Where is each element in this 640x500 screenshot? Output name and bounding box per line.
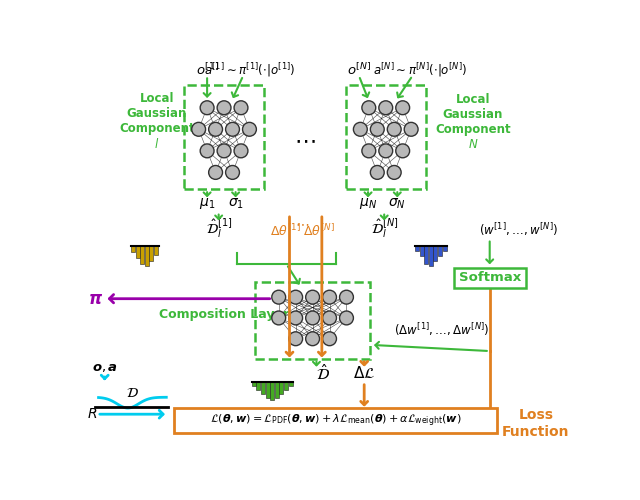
Text: $\mathcal{D}$: $\mathcal{D}$ (126, 386, 139, 400)
Circle shape (209, 122, 223, 136)
Text: $\hat{\mathcal{D}}$: $\hat{\mathcal{D}}$ (316, 364, 330, 384)
Circle shape (323, 311, 337, 325)
Circle shape (353, 122, 367, 136)
Text: $(\Delta w^{[1]},\ldots,\Delta w^{[N]})$: $(\Delta w^{[1]},\ldots,\Delta w^{[N]})$ (394, 321, 490, 338)
Circle shape (225, 122, 239, 136)
Bar (424, 246, 428, 264)
Circle shape (234, 101, 248, 114)
Text: $o^{[1]}$: $o^{[1]}$ (196, 62, 219, 78)
Circle shape (387, 122, 401, 136)
Bar (145, 246, 148, 266)
Text: $\Delta\mathcal{L}$: $\Delta\mathcal{L}$ (353, 366, 375, 381)
Bar (252, 382, 256, 386)
Circle shape (217, 144, 231, 158)
Bar (289, 382, 292, 386)
Text: $\hat{\mathcal{D}}_l^{[N]}$: $\hat{\mathcal{D}}_l^{[N]}$ (371, 216, 398, 240)
Bar (270, 382, 275, 400)
Bar (257, 382, 260, 390)
Text: $\boldsymbol{o}, \boldsymbol{a}$: $\boldsymbol{o}, \boldsymbol{a}$ (92, 362, 118, 374)
Text: $\sigma_1$: $\sigma_1$ (228, 197, 244, 211)
Bar (280, 382, 284, 394)
Circle shape (340, 311, 353, 325)
Text: $\cdots$: $\cdots$ (294, 130, 316, 150)
Circle shape (225, 166, 239, 179)
Circle shape (404, 122, 418, 136)
Text: Loss
Function: Loss Function (502, 408, 570, 438)
Text: $\boldsymbol{\pi}$: $\boldsymbol{\pi}$ (88, 290, 103, 308)
Text: $\mu_1$: $\mu_1$ (199, 196, 215, 212)
Bar (261, 382, 265, 394)
Circle shape (371, 122, 384, 136)
Circle shape (243, 122, 257, 136)
Text: Composition Layer: Composition Layer (159, 308, 289, 320)
Bar (443, 246, 447, 252)
Bar (438, 246, 442, 256)
Bar (420, 246, 424, 256)
Text: $R$: $R$ (87, 407, 97, 421)
Circle shape (289, 332, 303, 345)
FancyBboxPatch shape (454, 268, 526, 288)
Bar (275, 382, 279, 398)
Text: $a^{[N]}\sim\pi^{[N]}(\cdot|o^{[N]})$: $a^{[N]}\sim\pi^{[N]}(\cdot|o^{[N]})$ (373, 61, 468, 79)
Bar (415, 246, 419, 252)
Circle shape (306, 311, 319, 325)
Text: Softmax: Softmax (459, 272, 521, 284)
Circle shape (371, 166, 384, 179)
Bar (131, 246, 135, 252)
Text: $a^{[1]}\sim\pi^{[1]}(\cdot|o^{[1]})$: $a^{[1]}\sim\pi^{[1]}(\cdot|o^{[1]})$ (204, 61, 295, 79)
Circle shape (306, 332, 319, 345)
Text: $\sigma_N$: $\sigma_N$ (388, 197, 406, 211)
Circle shape (323, 290, 337, 304)
FancyBboxPatch shape (174, 408, 497, 432)
Text: $\hat{\mathcal{D}}_l^{[1]}$: $\hat{\mathcal{D}}_l^{[1]}$ (205, 216, 232, 240)
Circle shape (272, 290, 285, 304)
Circle shape (379, 144, 393, 158)
Circle shape (200, 101, 214, 114)
Text: $\cdots$: $\cdots$ (294, 216, 309, 230)
Text: $o^{[N]}$: $o^{[N]}$ (347, 62, 371, 78)
Text: Local
Gaussian
Component
$l$: Local Gaussian Component $l$ (119, 92, 195, 151)
Bar (136, 246, 140, 258)
Bar (154, 246, 158, 255)
Circle shape (289, 290, 303, 304)
Text: Local
Gaussian
Component
$N$: Local Gaussian Component $N$ (435, 92, 511, 150)
Circle shape (289, 311, 303, 325)
Bar (149, 246, 154, 260)
Circle shape (217, 101, 231, 114)
Circle shape (323, 332, 337, 345)
Circle shape (396, 144, 410, 158)
Bar (433, 246, 438, 262)
Text: $(w^{[1]},\ldots,w^{[N]})$: $(w^{[1]},\ldots,w^{[N]})$ (479, 221, 558, 238)
Bar (429, 246, 433, 266)
Circle shape (200, 144, 214, 158)
Circle shape (209, 166, 223, 179)
Text: $\mu_N$: $\mu_N$ (359, 196, 377, 212)
Text: $\Delta\theta^{[1]}$: $\Delta\theta^{[1]}$ (270, 223, 301, 239)
Circle shape (234, 144, 248, 158)
Circle shape (340, 290, 353, 304)
Circle shape (306, 290, 319, 304)
Circle shape (396, 101, 410, 114)
Bar (266, 382, 269, 398)
Bar (284, 382, 288, 390)
Circle shape (362, 101, 376, 114)
Text: $\Delta\theta^{[N]}$: $\Delta\theta^{[N]}$ (303, 223, 335, 239)
Circle shape (387, 166, 401, 179)
Text: $\mathcal{L}(\boldsymbol{\theta},\boldsymbol{w})=\mathcal{L}_{\mathrm{PDF}}(\bol: $\mathcal{L}(\boldsymbol{\theta},\boldsy… (209, 412, 461, 428)
Bar (140, 246, 144, 264)
Circle shape (362, 144, 376, 158)
Circle shape (192, 122, 205, 136)
Circle shape (379, 101, 393, 114)
Circle shape (272, 311, 285, 325)
